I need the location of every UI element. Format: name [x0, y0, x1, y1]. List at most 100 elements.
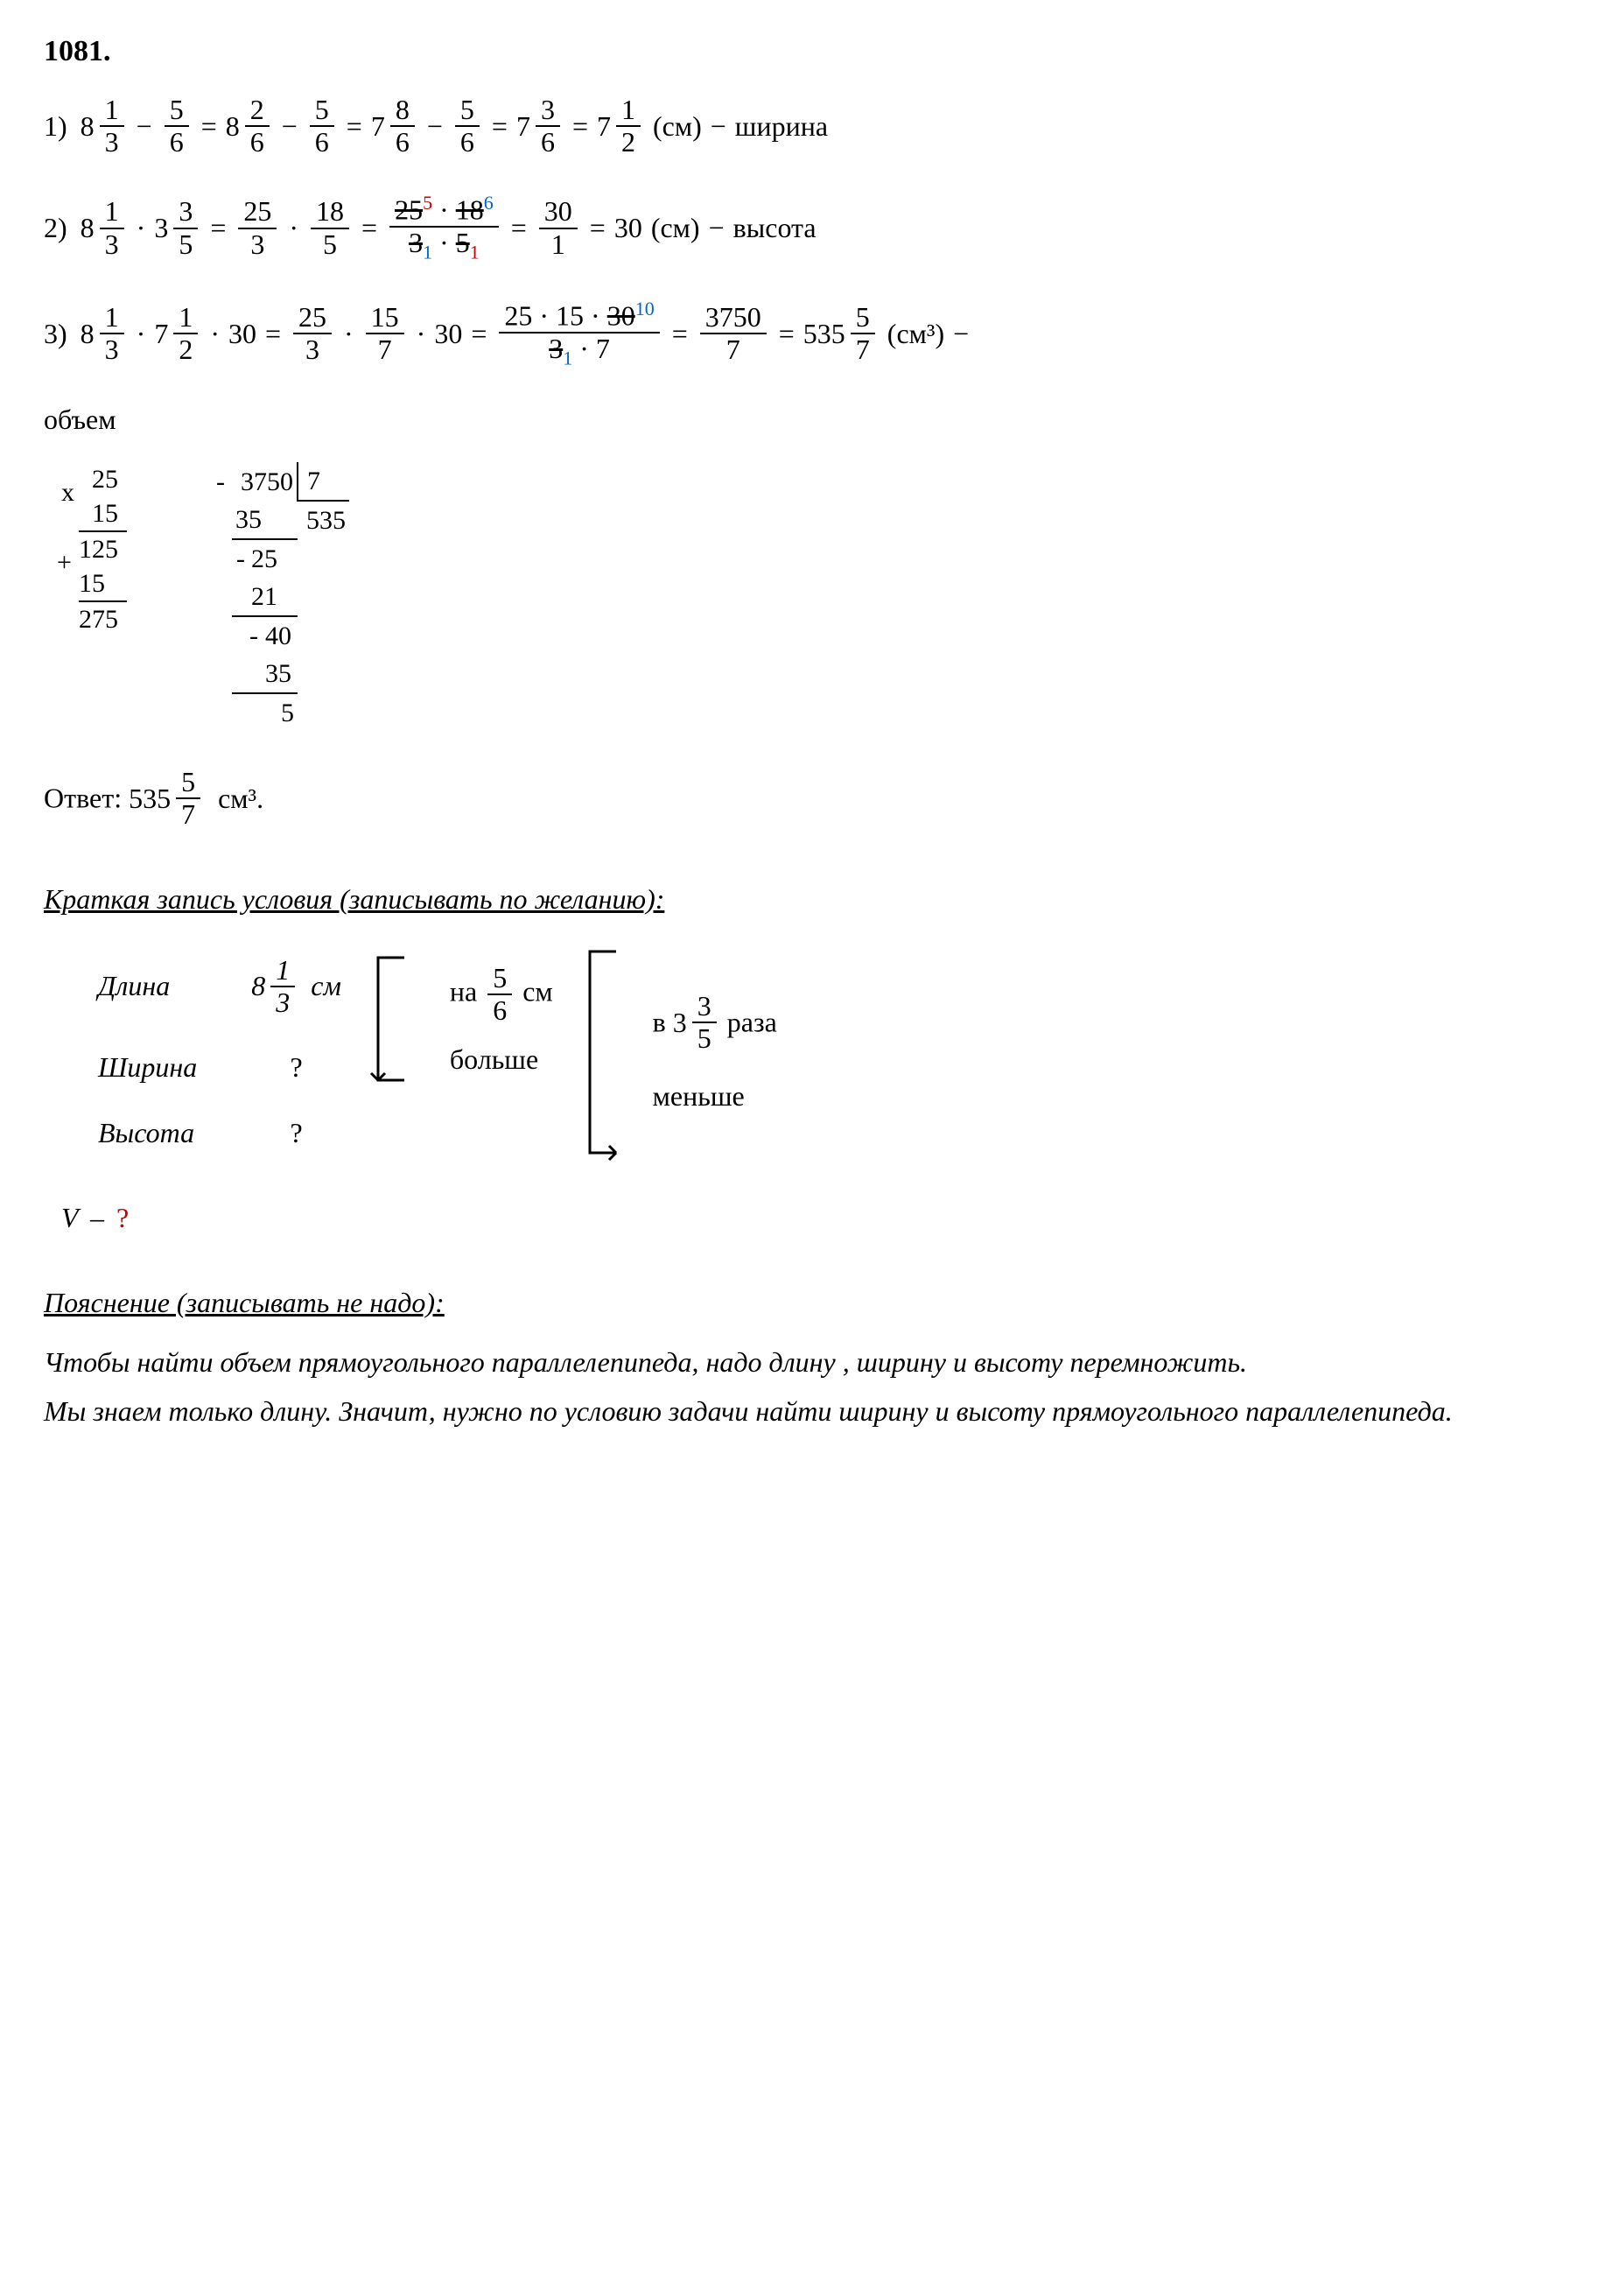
- num: 25: [293, 302, 332, 334]
- den: 6: [245, 127, 270, 158]
- v-sep: –: [90, 1202, 104, 1233]
- den: 5: [692, 1023, 717, 1054]
- equation-3: 3) 8 13 · 7 12 · 30 = 253 · 157 · 30 = 2…: [44, 298, 1561, 369]
- condition-title: Краткая запись условия (записывать по же…: [44, 883, 1561, 916]
- den: 3: [100, 229, 124, 260]
- den: 6: [536, 127, 560, 158]
- num: 1: [100, 196, 124, 228]
- den: 3: [300, 334, 325, 365]
- eq1-term1: 8 13: [81, 95, 128, 158]
- den: 3: [245, 229, 270, 260]
- r2: 40: [265, 621, 291, 650]
- eq3-step2b: 157: [366, 302, 404, 365]
- num: 3: [173, 196, 198, 228]
- minus: −: [427, 110, 443, 143]
- bracket1-top: на: [450, 975, 477, 1007]
- eq1-num: 1): [44, 110, 67, 143]
- equals: =: [779, 318, 795, 350]
- row-label: Ширина: [72, 1036, 223, 1099]
- dot: ·: [137, 318, 146, 350]
- eq1-unit: (см): [653, 110, 702, 143]
- answer-label: Ответ:: [44, 783, 122, 814]
- mult-p2: 15: [79, 569, 105, 598]
- eq1-step2b: 56: [310, 95, 334, 158]
- eq2-step2a: 253: [238, 196, 277, 259]
- eq2-term1: 8 13: [81, 196, 128, 259]
- num: 2: [245, 95, 270, 127]
- whole: 7: [516, 110, 530, 143]
- mult-b: 15: [92, 499, 118, 528]
- eq2-unit: (см): [651, 212, 700, 244]
- row-value: 8 13 см: [225, 939, 368, 1034]
- strike: 5: [456, 227, 470, 258]
- eq1-step4: 7 36: [516, 95, 564, 158]
- d: 7: [596, 333, 610, 364]
- explanation-body: Чтобы найти объем прямоугольного паралле…: [44, 1341, 1561, 1432]
- strike: 3: [549, 333, 563, 364]
- den: 5: [173, 229, 198, 260]
- minus-sign: -: [216, 465, 225, 499]
- whole: 535: [129, 783, 171, 815]
- v-label: V: [61, 1202, 78, 1233]
- num: 15: [366, 302, 404, 334]
- explanation-p2: Мы знаем только длину. Значит, нужно по …: [44, 1390, 1561, 1432]
- num: 1: [100, 302, 124, 334]
- answer-value: 535 57: [129, 767, 204, 830]
- calculations: x25 15 +125 15 275 -3750 7 35 535 -25 21…: [79, 462, 1561, 732]
- whole: 8: [226, 110, 240, 143]
- den: 7: [176, 799, 200, 830]
- whole: 8: [81, 110, 95, 143]
- equals: =: [265, 318, 281, 350]
- unit: см: [311, 970, 341, 1001]
- equals: =: [210, 212, 226, 244]
- equals: =: [471, 318, 487, 350]
- num: 5: [455, 95, 480, 127]
- num: 1: [270, 955, 295, 987]
- num: 5: [176, 767, 200, 799]
- equals: =: [347, 110, 362, 143]
- equation-1: 1) 8 13 − 56 = 8 26 − 56 = 7 86 − 56 = 7…: [44, 95, 1561, 158]
- minus: −: [137, 110, 152, 143]
- whole: 8: [81, 318, 95, 350]
- equals: =: [361, 212, 377, 244]
- eq3-unit: (см³): [887, 318, 944, 350]
- whole: 8: [81, 212, 95, 244]
- whole: 7: [597, 110, 611, 143]
- whole: 8: [251, 970, 265, 1002]
- condition-table: Длина 8 13 см на 56 см больше в 335 раза…: [70, 937, 805, 1167]
- eq3-term2: 7 12: [154, 302, 201, 365]
- eq1-step3b: 56: [455, 95, 480, 158]
- sup: 10: [635, 298, 655, 319]
- bracket2-bottom: меньше: [653, 1080, 777, 1113]
- quotient: 535: [306, 506, 346, 535]
- unit: см: [522, 975, 552, 1007]
- equals: =: [201, 110, 217, 143]
- eq1-term2: 56: [165, 95, 189, 158]
- div-calc: -3750 7 35 535 -25 21 -40 35 5: [232, 462, 349, 732]
- num: 18: [311, 196, 349, 228]
- whole: 535: [803, 318, 845, 350]
- den: 3: [270, 987, 295, 1018]
- num: 1: [100, 95, 124, 127]
- num: 5: [851, 302, 875, 334]
- plus-sign: +: [57, 545, 72, 579]
- answer-unit: см³.: [218, 783, 263, 814]
- strike: 25: [395, 194, 423, 226]
- n: 25: [504, 299, 532, 331]
- eq2-step2b: 185: [311, 196, 349, 259]
- dividend: 3750: [241, 467, 293, 496]
- dot: ·: [344, 318, 354, 350]
- strike: 3: [409, 227, 423, 258]
- bracket-icon: [581, 943, 625, 1162]
- eq2-step3: 255 · 186 31 · 51: [389, 193, 499, 263]
- whole: 7: [154, 318, 168, 350]
- mult-sign: x: [61, 475, 74, 509]
- num: 3750: [700, 302, 767, 334]
- equals: =: [492, 110, 508, 143]
- divisor: 7: [307, 467, 320, 495]
- sub: 1: [423, 242, 432, 263]
- num: 3: [536, 95, 560, 127]
- sub: 1: [563, 347, 572, 369]
- whole: 3: [673, 1007, 687, 1039]
- eq1-label: ширина: [735, 110, 828, 143]
